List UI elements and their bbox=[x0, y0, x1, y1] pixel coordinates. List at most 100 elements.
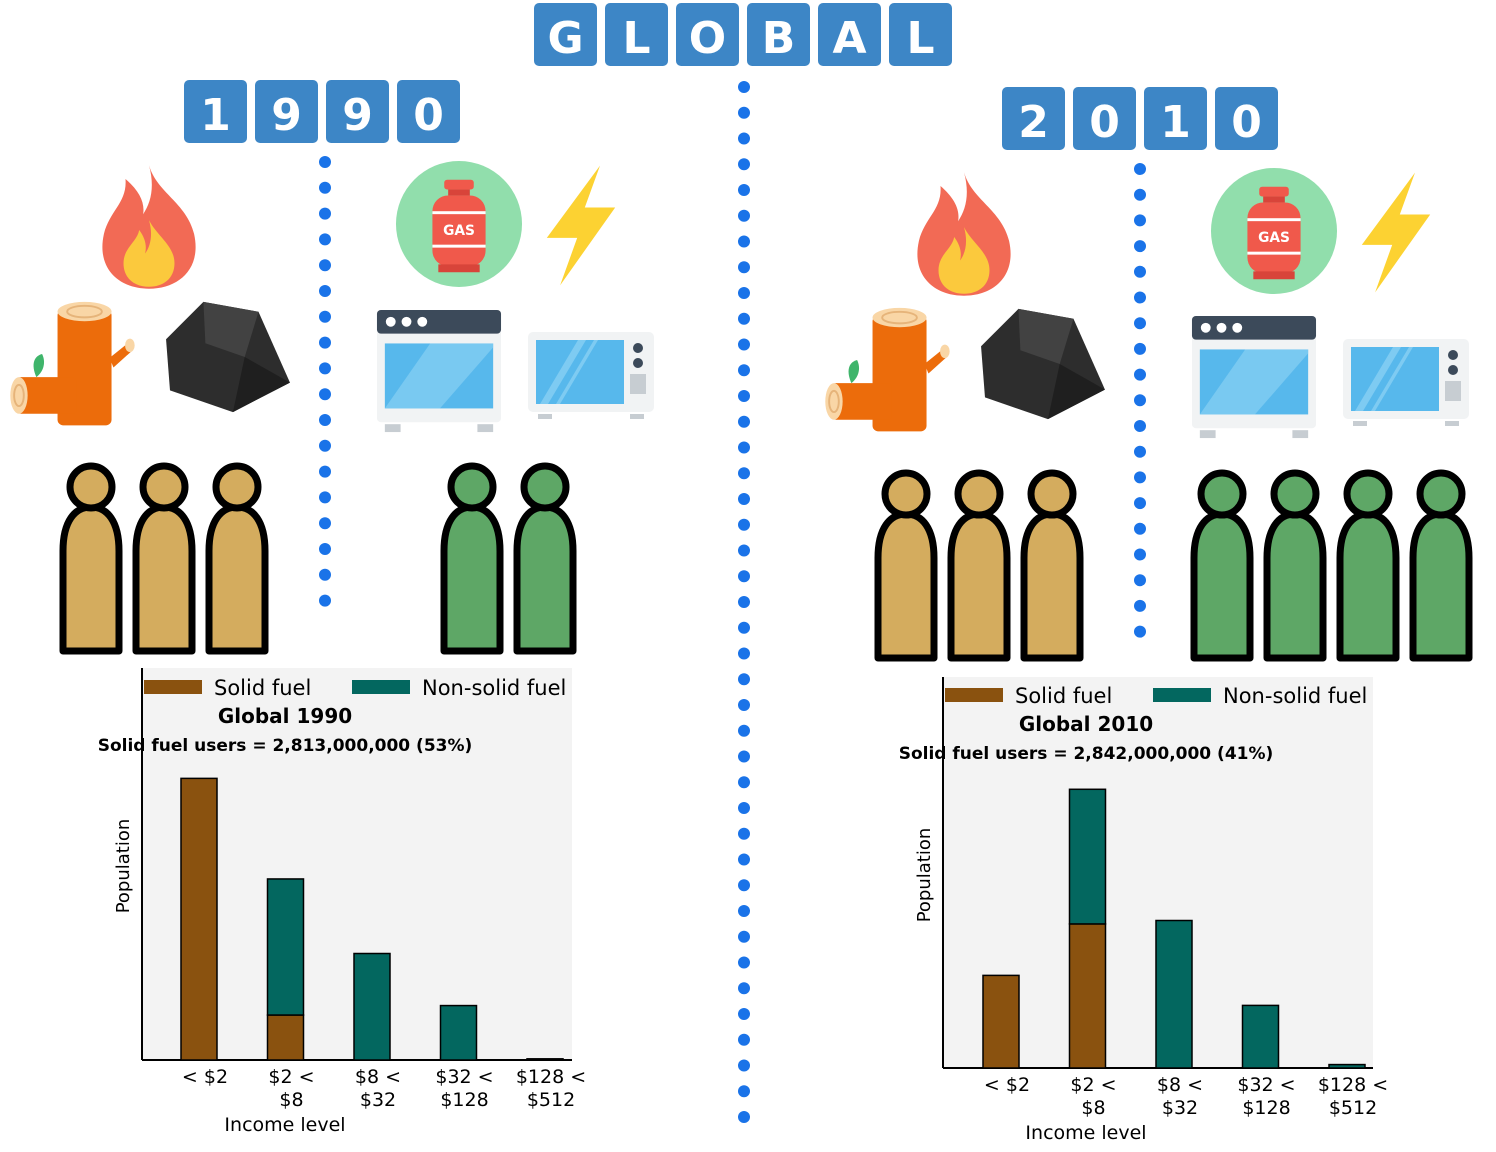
legend-swatch bbox=[945, 688, 1003, 702]
icons-1990 bbox=[9, 160, 654, 433]
divider-dot bbox=[738, 364, 750, 377]
divider-dot bbox=[738, 235, 750, 248]
nonsolid-fuel-people-1990 bbox=[440, 462, 577, 655]
legend-label: Solid fuel bbox=[214, 676, 311, 700]
x-tick-label: $8 < $32 bbox=[355, 1066, 401, 1111]
person-icon bbox=[1190, 469, 1254, 662]
year-digit: 0 bbox=[1231, 97, 1262, 148]
divider-dot bbox=[319, 414, 331, 426]
x-tick-label: $128 < $512 bbox=[516, 1066, 586, 1111]
lightning-bolt-icon bbox=[1361, 172, 1431, 293]
chart-subtitle: Solid fuel users = 2,813,000,000 (53%) bbox=[98, 736, 473, 756]
divider-dot bbox=[738, 596, 750, 608]
divider-dot bbox=[738, 1085, 750, 1098]
divider-dot bbox=[1134, 548, 1146, 561]
divider-dot bbox=[1134, 625, 1146, 638]
person-icon bbox=[1020, 469, 1084, 662]
nonsolid-fuel-people-2010 bbox=[1190, 469, 1473, 662]
solid-fuel-people-2010 bbox=[874, 469, 1084, 662]
divider-dot bbox=[738, 467, 750, 480]
divider-dot bbox=[1134, 497, 1146, 510]
x-axis-label: Income level bbox=[224, 1114, 345, 1136]
non-solid-fuel-bar bbox=[353, 952, 391, 1061]
gas-cylinder-icon bbox=[395, 160, 523, 288]
non-solid-fuel-bar bbox=[266, 878, 305, 1016]
divider-dot bbox=[319, 465, 331, 478]
year-digit-box: 0 bbox=[1073, 87, 1136, 150]
year-digit: 1 bbox=[200, 90, 231, 141]
icons-2010 bbox=[824, 167, 1469, 439]
header-letter: B bbox=[762, 13, 796, 64]
fire-icon bbox=[917, 172, 1011, 296]
x-tick-label: < $2 bbox=[984, 1074, 1030, 1096]
year-digit-box: 0 bbox=[1215, 87, 1278, 150]
divider-dot bbox=[1134, 214, 1146, 227]
divider-dot bbox=[1134, 445, 1146, 458]
right-dotted-divider bbox=[1134, 163, 1146, 638]
divider-dot bbox=[319, 439, 331, 452]
divider-dot bbox=[738, 390, 750, 402]
y-axis-label: Population bbox=[113, 819, 134, 914]
divider-dot bbox=[738, 415, 750, 428]
chart-1990: Solid fuel Non-solid fuel Global 1990 Solid… bbox=[98, 668, 586, 1136]
chart-title: Global 1990 bbox=[218, 704, 352, 728]
person-icon bbox=[440, 462, 504, 655]
year-digit: 0 bbox=[1089, 97, 1120, 148]
divider-dot bbox=[1134, 163, 1146, 175]
legend-label: Non-solid fuel bbox=[422, 676, 566, 700]
solid-fuel-people-1990 bbox=[59, 462, 269, 655]
divider-dot bbox=[738, 209, 750, 222]
divider-dot bbox=[738, 930, 750, 943]
divider-dot bbox=[319, 233, 331, 246]
firewood-log-icon bbox=[824, 306, 951, 433]
header-letter: L bbox=[622, 13, 650, 64]
oven-icon bbox=[376, 309, 502, 433]
divider-dot bbox=[319, 491, 331, 504]
divider-dot bbox=[319, 181, 331, 194]
gas-cylinder-icon bbox=[1210, 167, 1338, 295]
divider-dot bbox=[738, 184, 750, 196]
person-icon bbox=[1263, 469, 1327, 662]
divider-dot bbox=[319, 310, 331, 323]
divider-dot bbox=[319, 156, 331, 168]
divider-dot bbox=[319, 336, 331, 349]
x-tick-label: < $2 bbox=[182, 1066, 228, 1088]
divider-dot bbox=[738, 1033, 750, 1046]
divider-dot bbox=[738, 570, 750, 583]
divider-dot bbox=[738, 441, 750, 454]
fire-icon bbox=[102, 165, 196, 289]
solid-fuel-bar bbox=[982, 974, 1020, 1069]
divider-dot bbox=[738, 1059, 750, 1072]
x-tick-label: $8 < $32 bbox=[1157, 1074, 1203, 1119]
year-2010: 2 0 1 0 bbox=[1002, 87, 1278, 150]
divider-dot bbox=[1134, 471, 1146, 484]
non-solid-fuel-bar bbox=[526, 1058, 564, 1061]
non-solid-fuel-bar bbox=[439, 1004, 478, 1061]
divider-dot bbox=[738, 827, 750, 840]
x-tick-label: $2 < $8 bbox=[1070, 1074, 1116, 1119]
x-tick-label: $2 < $8 bbox=[268, 1066, 314, 1111]
divider-dot bbox=[319, 388, 331, 401]
x-tick-label: $32 < $128 bbox=[435, 1066, 493, 1111]
legend-swatch bbox=[1153, 688, 1211, 702]
divider-dot bbox=[738, 905, 750, 917]
year-digit-box: 9 bbox=[255, 80, 318, 143]
legend-label: Solid fuel bbox=[1015, 684, 1112, 708]
divider-dot bbox=[1134, 522, 1146, 535]
divider-dot bbox=[1134, 599, 1146, 612]
legend-swatch bbox=[144, 680, 202, 694]
divider-dot bbox=[1134, 574, 1146, 587]
divider-dot bbox=[1134, 240, 1146, 253]
divider-dot bbox=[319, 259, 331, 272]
divider-dot bbox=[738, 982, 750, 995]
header-letter-box: A bbox=[818, 3, 881, 66]
divider-dot bbox=[738, 338, 750, 351]
header-letter-box: G bbox=[534, 3, 597, 66]
legend-label: Non-solid fuel bbox=[1223, 684, 1367, 708]
header-letter: O bbox=[689, 13, 726, 64]
divider-dot bbox=[319, 517, 331, 530]
divider-dot bbox=[319, 594, 331, 607]
year-digit-box: 1 bbox=[184, 80, 247, 143]
year-digit: 9 bbox=[342, 90, 373, 141]
